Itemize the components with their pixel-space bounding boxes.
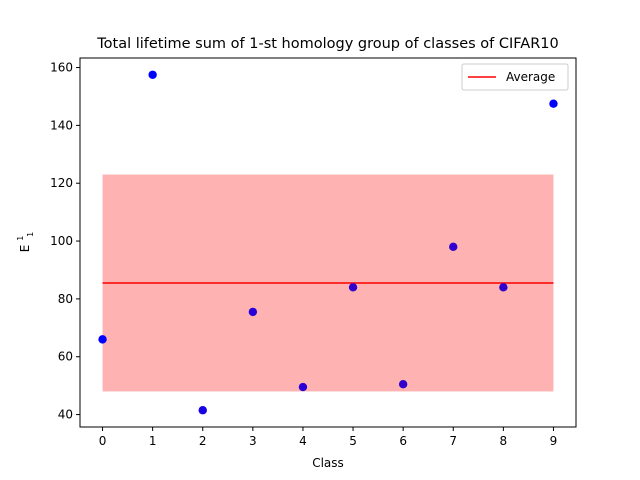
data-point <box>449 242 458 252</box>
x-tick-label: 8 <box>500 434 508 448</box>
data-point <box>198 406 207 415</box>
x-tick-label: 0 <box>99 434 107 448</box>
y-axis-ticks: 40 60 80 100 120 140 160 <box>50 61 80 422</box>
x-tick-label: 1 <box>149 434 157 448</box>
data-point <box>549 99 558 108</box>
y-tick-label: 80 <box>58 292 73 306</box>
x-tick-label: 4 <box>299 434 307 448</box>
x-tick-label: 3 <box>249 434 257 448</box>
y-tick-label: 160 <box>50 61 73 75</box>
data-point <box>98 335 107 344</box>
x-tick-label: 5 <box>349 434 357 448</box>
x-tick-label: 7 <box>449 434 457 448</box>
y-tick-label: 120 <box>50 176 73 190</box>
y-axis-label: E 1 1 <box>12 232 35 252</box>
x-tick-label: 6 <box>399 434 407 448</box>
legend: Average <box>461 63 569 91</box>
y-tick-label: 100 <box>50 234 73 248</box>
legend-average-label: Average <box>506 70 555 84</box>
plot-area <box>79 57 577 428</box>
legend-box <box>461 63 569 91</box>
x-axis-label: Class <box>312 456 344 470</box>
y-tick-label: 140 <box>50 118 73 132</box>
data-point <box>398 380 408 389</box>
points-layer <box>98 70 558 415</box>
y-tick-label: 40 <box>58 408 73 422</box>
x-axis-ticks: 0 1 2 3 4 5 6 7 8 9 <box>99 427 558 448</box>
data-point <box>499 283 508 292</box>
axes-frame <box>79 57 577 428</box>
y-axis-label-superscript: 1 <box>16 236 25 241</box>
x-tick-label: 9 <box>550 434 558 448</box>
data-point <box>348 283 358 292</box>
y-tick-label: 60 <box>58 350 73 364</box>
chart-title: Total lifetime sum of 1-st homology grou… <box>96 36 558 52</box>
data-point <box>298 382 308 392</box>
data-point <box>148 70 157 79</box>
data-point <box>248 307 258 317</box>
x-tick-label: 2 <box>199 434 207 448</box>
y-axis-label-subscript: 1 <box>26 232 35 237</box>
y-axis-label-base: E <box>18 245 32 253</box>
